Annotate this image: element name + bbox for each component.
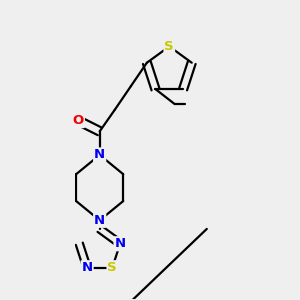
- Text: N: N: [115, 237, 126, 250]
- Text: S: S: [107, 261, 117, 274]
- Text: S: S: [164, 40, 174, 53]
- Text: N: N: [82, 261, 93, 274]
- Text: N: N: [94, 214, 105, 227]
- Text: O: O: [73, 114, 84, 127]
- Text: N: N: [94, 148, 105, 161]
